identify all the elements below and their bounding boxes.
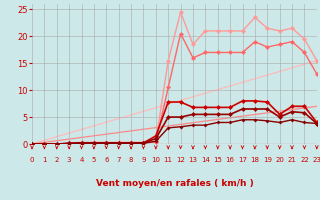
X-axis label: Vent moyen/en rafales ( km/h ): Vent moyen/en rafales ( km/h ) bbox=[96, 179, 253, 188]
